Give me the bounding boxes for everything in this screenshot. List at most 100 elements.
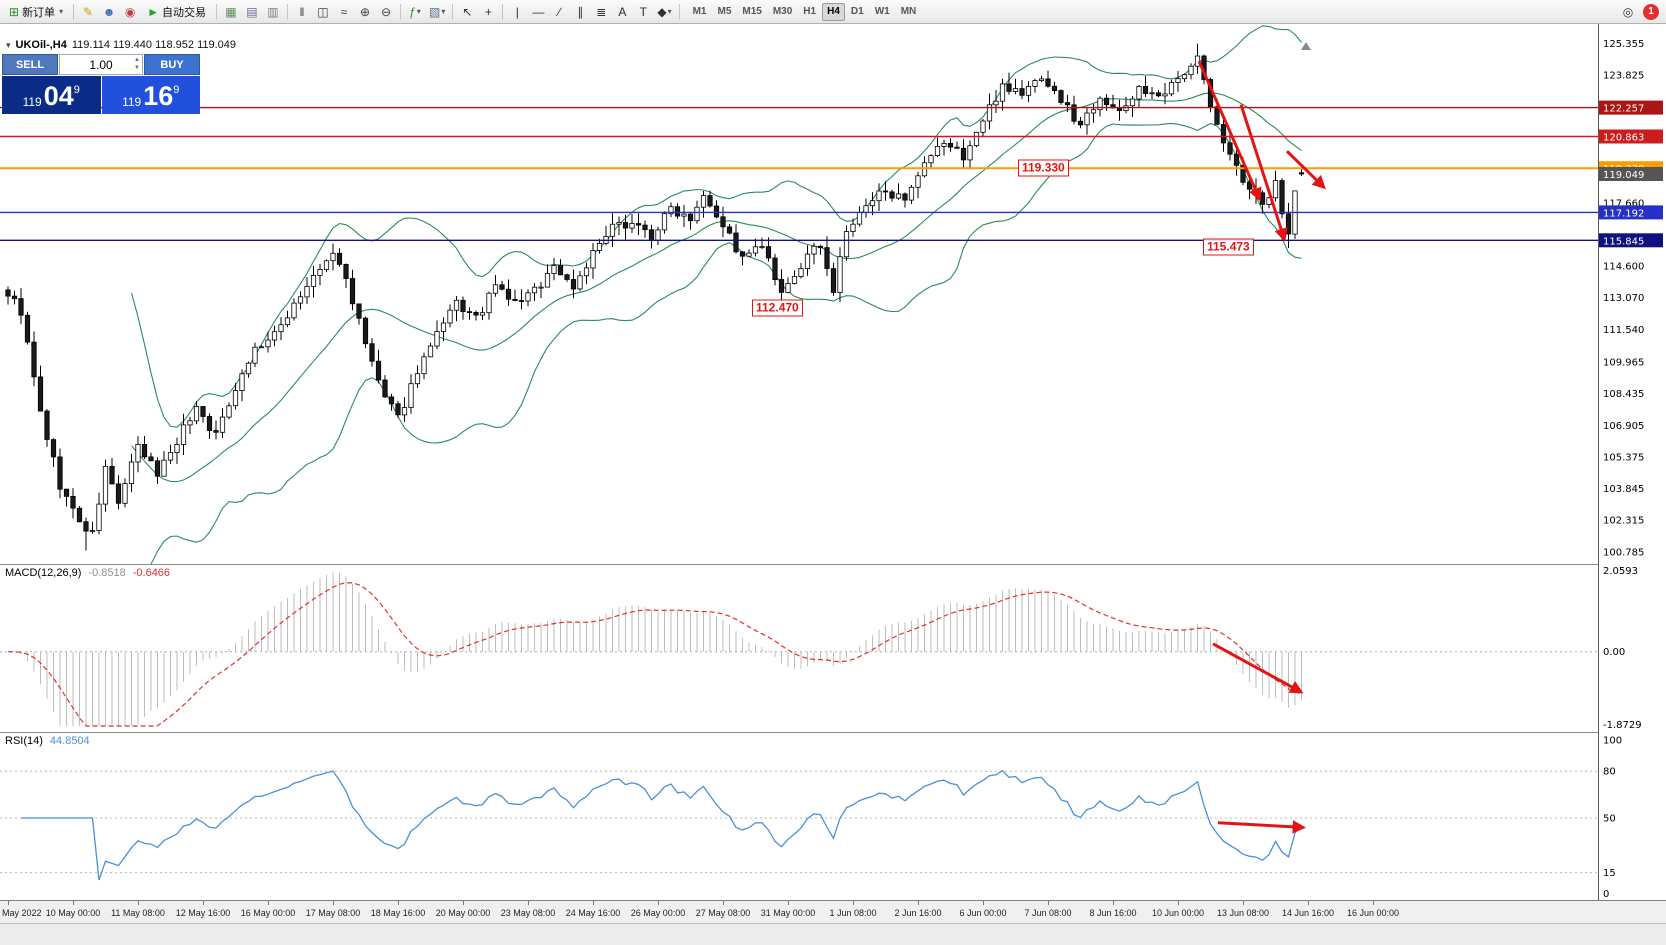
time-axis-tick xyxy=(398,901,399,905)
rsi-scale[interactable]: 100 80 50 15 0 xyxy=(1598,732,1666,900)
time-axis-label: 1 Jun 08:00 xyxy=(829,908,877,918)
buy-price[interactable]: 119 16 9 xyxy=(101,76,200,114)
search-icon[interactable]: ◎ xyxy=(1618,2,1638,22)
candlestick-chart-icon[interactable]: ◫ xyxy=(313,2,333,22)
buy-button[interactable]: BUY xyxy=(144,54,200,75)
time-axis-label: 12 May 16:00 xyxy=(175,908,231,918)
trend-arrow[interactable] xyxy=(1285,150,1326,190)
price-scale-tick: 102.315 xyxy=(1603,516,1644,527)
text-icon[interactable]: A xyxy=(612,2,632,22)
zoom-in-icon[interactable]: ⊕ xyxy=(355,2,375,22)
new-order-button[interactable]: ⊞ 新订单 ▾ xyxy=(3,2,69,22)
channel-icon[interactable]: ∥ xyxy=(570,2,590,22)
community-icon[interactable]: ◉ xyxy=(120,2,140,22)
price-scale-tick: 108.435 xyxy=(1603,389,1644,400)
time-axis-label: 6 Jun 00:00 xyxy=(959,908,1007,918)
time-axis-tick xyxy=(1243,901,1244,905)
timeframe-m1[interactable]: M1 xyxy=(688,3,712,21)
toolbar-separator xyxy=(452,3,454,20)
price-scale-tick: 114.600 xyxy=(1603,262,1644,273)
shapes-icon[interactable]: ◆ ▾ xyxy=(654,2,674,22)
rsi-trend-arrow[interactable] xyxy=(1217,820,1307,834)
toolbar-separator xyxy=(502,3,504,20)
trend-arrow[interactable] xyxy=(1197,60,1262,202)
time-axis-tick xyxy=(528,901,529,905)
chart-shift-marker[interactable] xyxy=(1301,42,1311,50)
timeframe-h4[interactable]: H4 xyxy=(822,2,845,21)
timeframe-m30[interactable]: M30 xyxy=(768,3,797,21)
time-axis-tick xyxy=(1373,901,1374,905)
objects-list-icon[interactable]: ▧ ▾ xyxy=(426,2,448,22)
label-icon-glyph: T xyxy=(639,4,647,19)
trend-arrow[interactable] xyxy=(1239,104,1288,242)
price-scale-tag[interactable]: 117.192 xyxy=(1599,205,1663,220)
vertical-line-icon-glyph: | xyxy=(515,4,519,19)
main-price-chart[interactable]: 125.355 123.825 117.660 114.600 113.070 111.5… xyxy=(0,24,1666,564)
sell-button[interactable]: SELL xyxy=(2,54,58,75)
indicators-icon[interactable]: ƒ ▾ xyxy=(405,2,425,22)
price-scale-tag[interactable]: 115.845 xyxy=(1599,233,1663,248)
buy-price-pips: 16 xyxy=(143,81,174,111)
vertical-line-icon[interactable]: | xyxy=(507,2,527,22)
timeframe-m15[interactable]: M15 xyxy=(737,3,766,21)
metaeditor-icon[interactable]: ✎ xyxy=(78,2,98,22)
sell-price[interactable]: 119 04 9 xyxy=(2,76,101,114)
zoom-out-icon[interactable]: ⊖ xyxy=(376,2,396,22)
crosshair-icon[interactable]: + xyxy=(478,2,498,22)
timeframe-h1[interactable]: H1 xyxy=(798,3,821,21)
horizontal-line-icon[interactable]: — xyxy=(528,2,548,22)
text-icon-glyph: A xyxy=(618,4,627,19)
time-axis-tick xyxy=(138,901,139,905)
trend-arrows[interactable] xyxy=(1197,60,1326,242)
price-scale-tag[interactable]: 119.049 xyxy=(1599,167,1663,181)
volume-spinner[interactable]: ▲ ▼ xyxy=(134,56,140,72)
fibonacci-icon[interactable]: ≣ xyxy=(591,2,611,22)
time-axis-label: 16 May 00:00 xyxy=(240,908,296,918)
trendline-icon[interactable]: ∕ xyxy=(549,2,569,22)
volume-input[interactable]: 1.00 ▲ ▼ xyxy=(59,54,143,75)
rsi-indicator-label: RSI(14) 44.8504 xyxy=(5,735,90,747)
timeframe-w1[interactable]: W1 xyxy=(870,3,895,21)
time-axis-tick xyxy=(723,901,724,905)
time-axis-label: 10 Jun 00:00 xyxy=(1151,908,1205,918)
timeframe-mn[interactable]: MN xyxy=(896,3,922,21)
new-chart-icon-glyph: ▦ xyxy=(225,4,237,19)
new-chart-icon[interactable]: ▦ xyxy=(221,2,241,22)
candlestick-chart-icon-glyph: ◫ xyxy=(317,4,329,19)
rsi-scale-label: 0 xyxy=(1603,889,1609,900)
zoom-out-icon-glyph: ⊖ xyxy=(380,4,391,19)
data-window-icon[interactable]: ▥ xyxy=(263,2,283,22)
profiles-icon[interactable]: ▤ xyxy=(242,2,262,22)
autotrading-button-label: 自动交易 xyxy=(161,6,206,19)
price-scale-tag[interactable]: 122.257 xyxy=(1599,100,1663,115)
rsi-panel[interactable]: 100 80 50 15 0 xyxy=(0,732,1666,900)
sell-price-point: 9 xyxy=(73,84,80,96)
autotrading-button[interactable]: ► 自动交易 xyxy=(141,2,212,22)
spin-up-icon[interactable]: ▲ xyxy=(134,57,140,63)
bar-chart-icon[interactable]: ‖ xyxy=(292,2,312,22)
macd-panel[interactable]: 2.0593 0.00 -1.8729 xyxy=(0,564,1666,732)
timeframe-d1[interactable]: D1 xyxy=(846,3,869,21)
line-chart-icon[interactable]: ≈ xyxy=(334,2,354,22)
collapse-panel-icon[interactable]: ▾ xyxy=(6,39,11,50)
navigator-icon[interactable]: ☻ xyxy=(99,2,119,22)
macd-signal-value: -0.6466 xyxy=(132,567,171,579)
price-scale-tag[interactable]: 120.863 xyxy=(1599,129,1663,144)
time-axis-tick xyxy=(1048,901,1049,905)
horizontal-levels[interactable] xyxy=(0,106,1598,242)
buy-price-prefix: 119 xyxy=(122,95,142,109)
notification-badge[interactable]: 1 xyxy=(1643,3,1659,20)
macd-scale[interactable]: 2.0593 0.00 -1.8729 xyxy=(1598,564,1666,732)
cursor-icon[interactable]: ↖ xyxy=(457,2,477,22)
status-bar xyxy=(0,923,1666,945)
fibonacci-icon-glyph: ≣ xyxy=(596,4,607,19)
macd-trend-arrow[interactable] xyxy=(1212,642,1304,694)
time-axis-label: 27 May 08:00 xyxy=(695,908,751,918)
time-axis[interactable]: May 2022 10 May 00:00 11 May 08:00 12 May 1… xyxy=(0,900,1666,923)
timeframe-m5[interactable]: M5 xyxy=(712,3,736,21)
rsi-scale-label: 80 xyxy=(1603,767,1616,778)
label-icon[interactable]: T xyxy=(633,2,653,22)
spin-down-icon[interactable]: ▼ xyxy=(134,65,140,71)
price-scale[interactable]: 125.355 123.825 117.660 114.600 113.070 111.5… xyxy=(1598,24,1666,564)
